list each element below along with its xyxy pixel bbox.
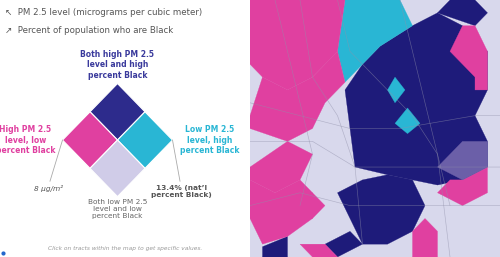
- Polygon shape: [438, 167, 488, 206]
- Polygon shape: [262, 236, 287, 257]
- Polygon shape: [62, 112, 118, 168]
- Polygon shape: [450, 26, 488, 90]
- Polygon shape: [250, 51, 345, 141]
- Polygon shape: [395, 108, 420, 134]
- Polygon shape: [300, 244, 338, 257]
- Polygon shape: [412, 218, 438, 257]
- Polygon shape: [250, 0, 345, 90]
- Polygon shape: [90, 84, 145, 140]
- Polygon shape: [118, 112, 172, 168]
- Polygon shape: [388, 77, 405, 103]
- Polygon shape: [250, 141, 312, 193]
- Polygon shape: [438, 141, 488, 180]
- Polygon shape: [90, 140, 145, 197]
- Text: Low PM 2.5
level, high
percent Black: Low PM 2.5 level, high percent Black: [180, 125, 240, 155]
- Text: Click on tracts within the map to get specific values.: Click on tracts within the map to get sp…: [48, 246, 202, 251]
- Text: ↗  Percent of population who are Black: ↗ Percent of population who are Black: [5, 26, 173, 35]
- Text: High PM 2.5
level, low
percent Black: High PM 2.5 level, low percent Black: [0, 125, 55, 155]
- Text: Both low PM 2.5
level and low
percent Black: Both low PM 2.5 level and low percent Bl…: [88, 199, 147, 219]
- Text: 13.4% (nat’l
percent Black): 13.4% (nat’l percent Black): [151, 185, 212, 198]
- Polygon shape: [338, 0, 412, 82]
- Text: Both high PM 2.5
level and high
percent Black: Both high PM 2.5 level and high percent …: [80, 50, 154, 80]
- Polygon shape: [338, 175, 425, 244]
- Polygon shape: [250, 180, 312, 244]
- Polygon shape: [288, 193, 325, 218]
- Polygon shape: [325, 231, 362, 257]
- Polygon shape: [438, 0, 488, 26]
- Polygon shape: [345, 13, 488, 185]
- Text: 8 μg/m²: 8 μg/m²: [34, 185, 64, 192]
- Text: ↖  PM 2.5 level (micrograms per cubic meter): ↖ PM 2.5 level (micrograms per cubic met…: [5, 8, 202, 17]
